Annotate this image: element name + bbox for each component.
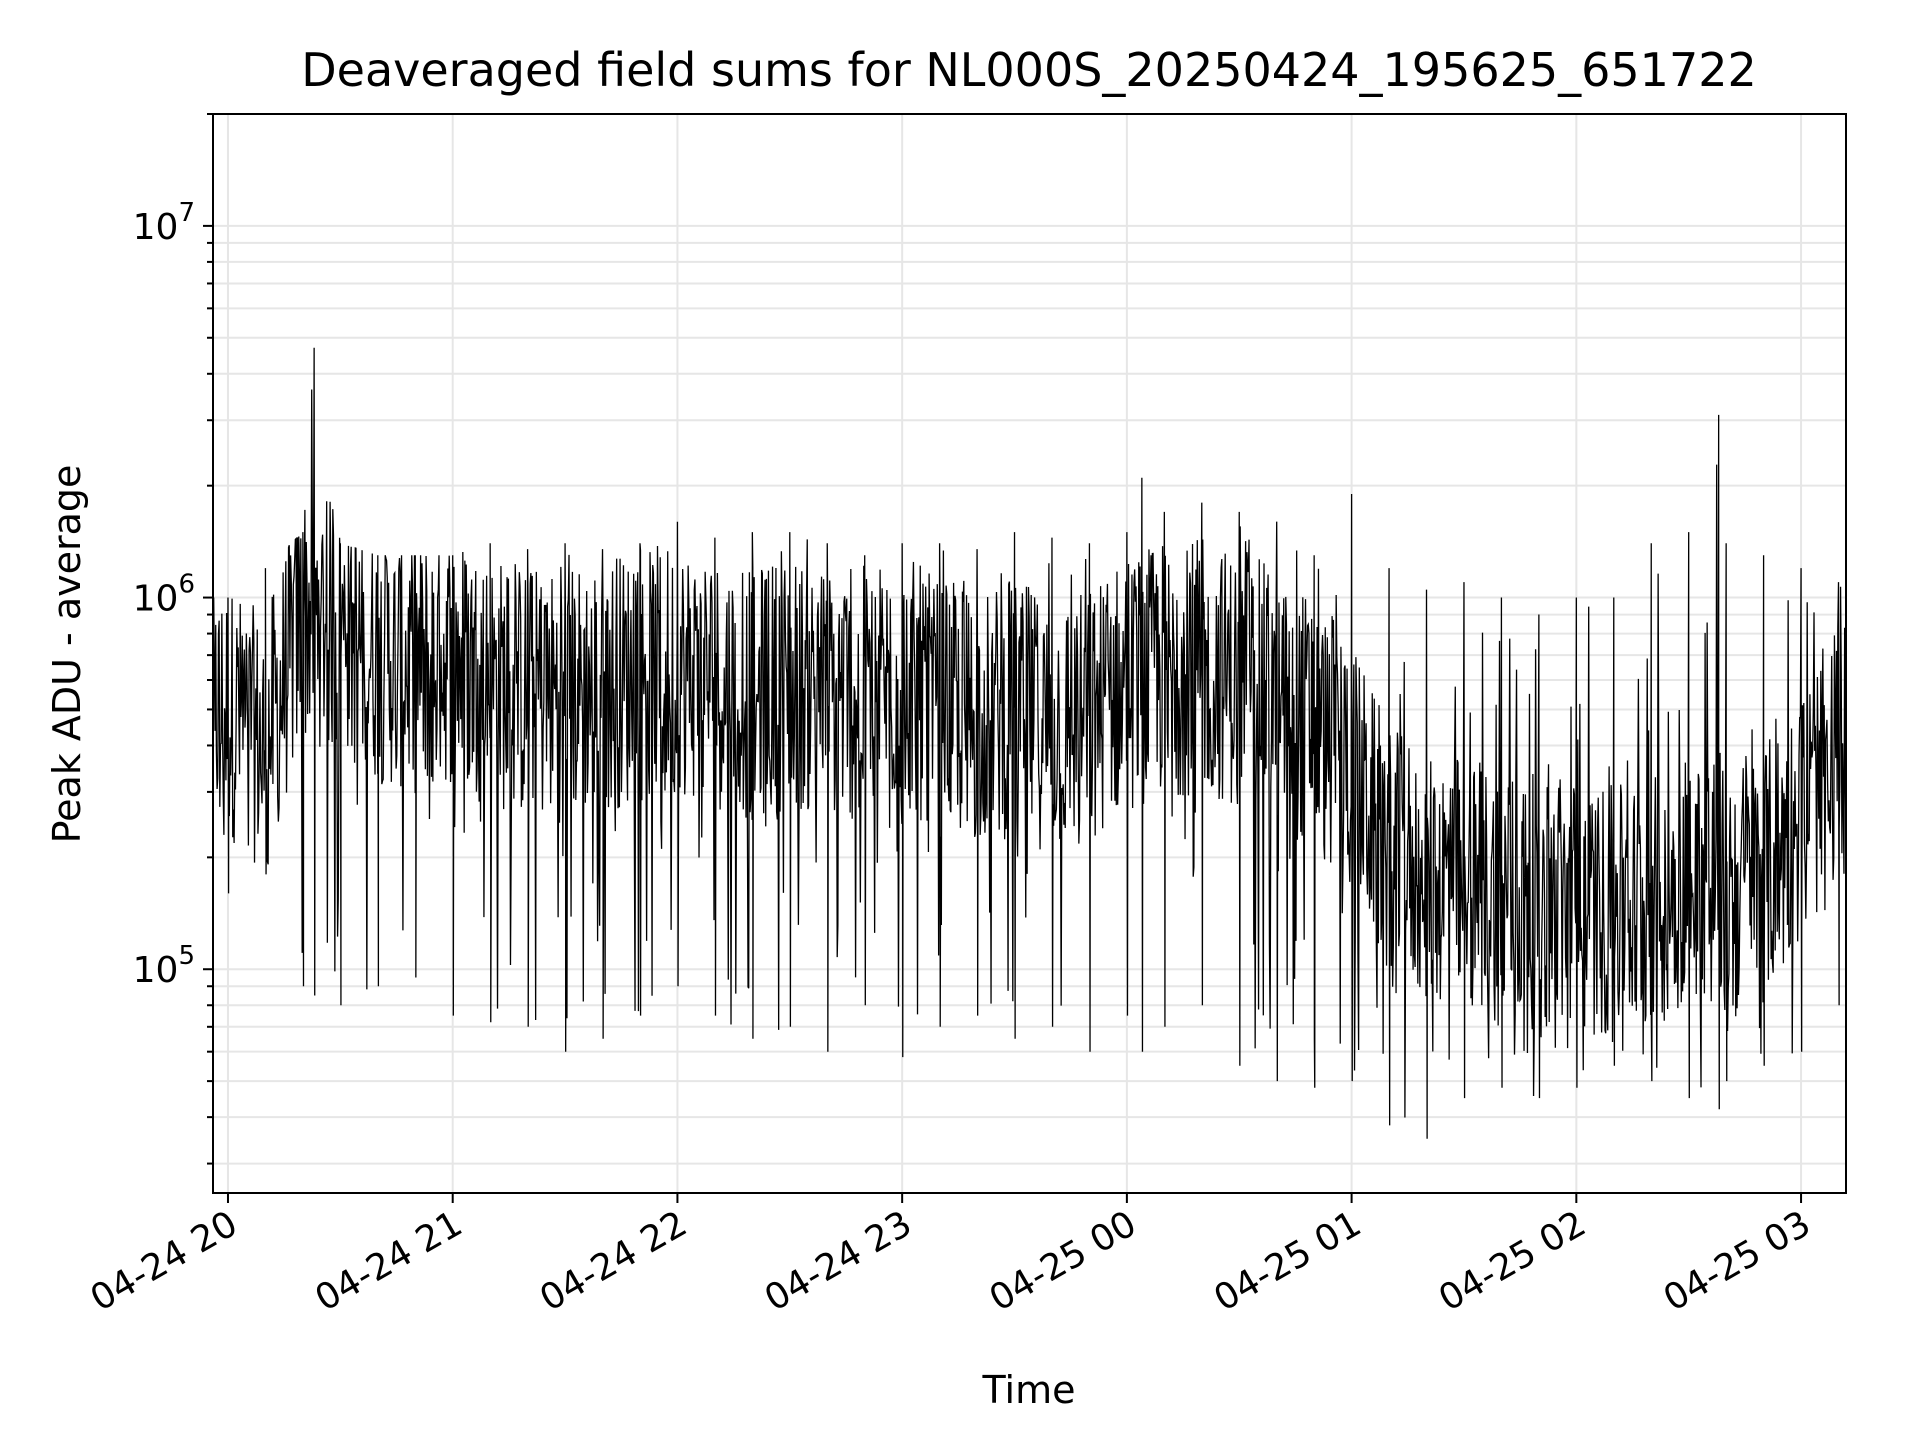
chart-title: Deaveraged field sums for NL000S_2025042… <box>301 43 1757 97</box>
y-tick-label: 105 <box>133 941 195 991</box>
x-axis-label: Time <box>982 1368 1076 1412</box>
y-tick-label: 106 <box>133 570 195 620</box>
y-axis-label: Peak ADU - average <box>45 465 89 844</box>
y-tick-label: 107 <box>133 198 195 248</box>
plot-frame <box>212 113 1847 1194</box>
series-line <box>212 347 1847 1139</box>
series-layer <box>212 347 1847 1139</box>
y-ticks: 105 106 107 <box>133 113 213 1165</box>
